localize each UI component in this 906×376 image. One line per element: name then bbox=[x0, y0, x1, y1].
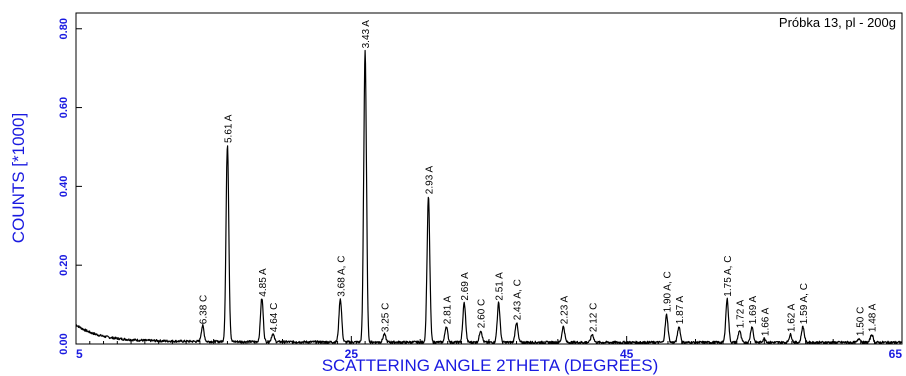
peak-label: 1.50 C bbox=[855, 307, 866, 336]
x-tick-label: 45 bbox=[620, 347, 634, 361]
peak-label: 1.62 A bbox=[787, 303, 798, 332]
peak-label: 2.60 C bbox=[477, 299, 488, 328]
peak-label: 2.43 A, C bbox=[513, 279, 524, 320]
peak-label: 2.69 A bbox=[460, 272, 471, 301]
peak-label: 3.68 A, C bbox=[336, 256, 347, 297]
x-tick-label: 65 bbox=[889, 347, 903, 361]
peak-label: 1.72 A bbox=[736, 300, 747, 329]
peak-label: 5.61 A bbox=[223, 114, 234, 143]
peak-label: 2.51 A bbox=[495, 272, 506, 301]
plot-frame bbox=[75, 12, 903, 345]
peak-label: 2.81 A bbox=[442, 296, 453, 325]
peak-label: 1.87 A bbox=[675, 296, 686, 325]
peak-label: 4.85 A bbox=[258, 268, 269, 297]
tick-group: 0.00 0.20 0.40 0.60 0.80 5 25 45 65 bbox=[58, 18, 903, 361]
y-tick-label: 0.20 bbox=[58, 254, 70, 275]
peak-label: 1.69 A bbox=[748, 296, 759, 325]
y-tick-label: 0.00 bbox=[58, 333, 70, 354]
peak-label: 3.43 A bbox=[361, 20, 372, 49]
peak-label: 4.64 C bbox=[269, 303, 280, 332]
x-axis-title: SCATTERING ANGLE 2THETA (DEGREES) bbox=[322, 356, 659, 375]
peak-label: 1.48 A bbox=[868, 303, 879, 332]
peak-label: 1.59 A, C bbox=[799, 283, 810, 324]
peak-label: 3.25 C bbox=[380, 303, 391, 332]
x-tick-label: 25 bbox=[345, 347, 359, 361]
peak-label: 1.90 A, C bbox=[663, 271, 674, 312]
peak-label: 2.12 C bbox=[588, 303, 599, 332]
y-tick-label: 0.40 bbox=[58, 176, 70, 197]
peak-label: 2.23 A bbox=[559, 296, 570, 325]
x-tick-label: 5 bbox=[76, 347, 83, 361]
peak-label: 1.75 A, C bbox=[723, 256, 734, 297]
peak-label: 6.38 C bbox=[199, 295, 210, 324]
peak-label: 1.66 A bbox=[760, 307, 771, 336]
peak-label: 2.93 A bbox=[424, 166, 435, 195]
chart-title: Próbka 13, pl - 200g bbox=[779, 15, 896, 30]
y-tick-label: 0.60 bbox=[58, 97, 70, 118]
y-axis-title: COUNTS [*1000] bbox=[9, 113, 28, 243]
peak-label-group: 6.38 C 5.61 A 4.85 A4.64 C 3.68 A, C 3.43 A 3… bbox=[199, 20, 879, 336]
y-tick-label: 0.80 bbox=[58, 18, 70, 39]
